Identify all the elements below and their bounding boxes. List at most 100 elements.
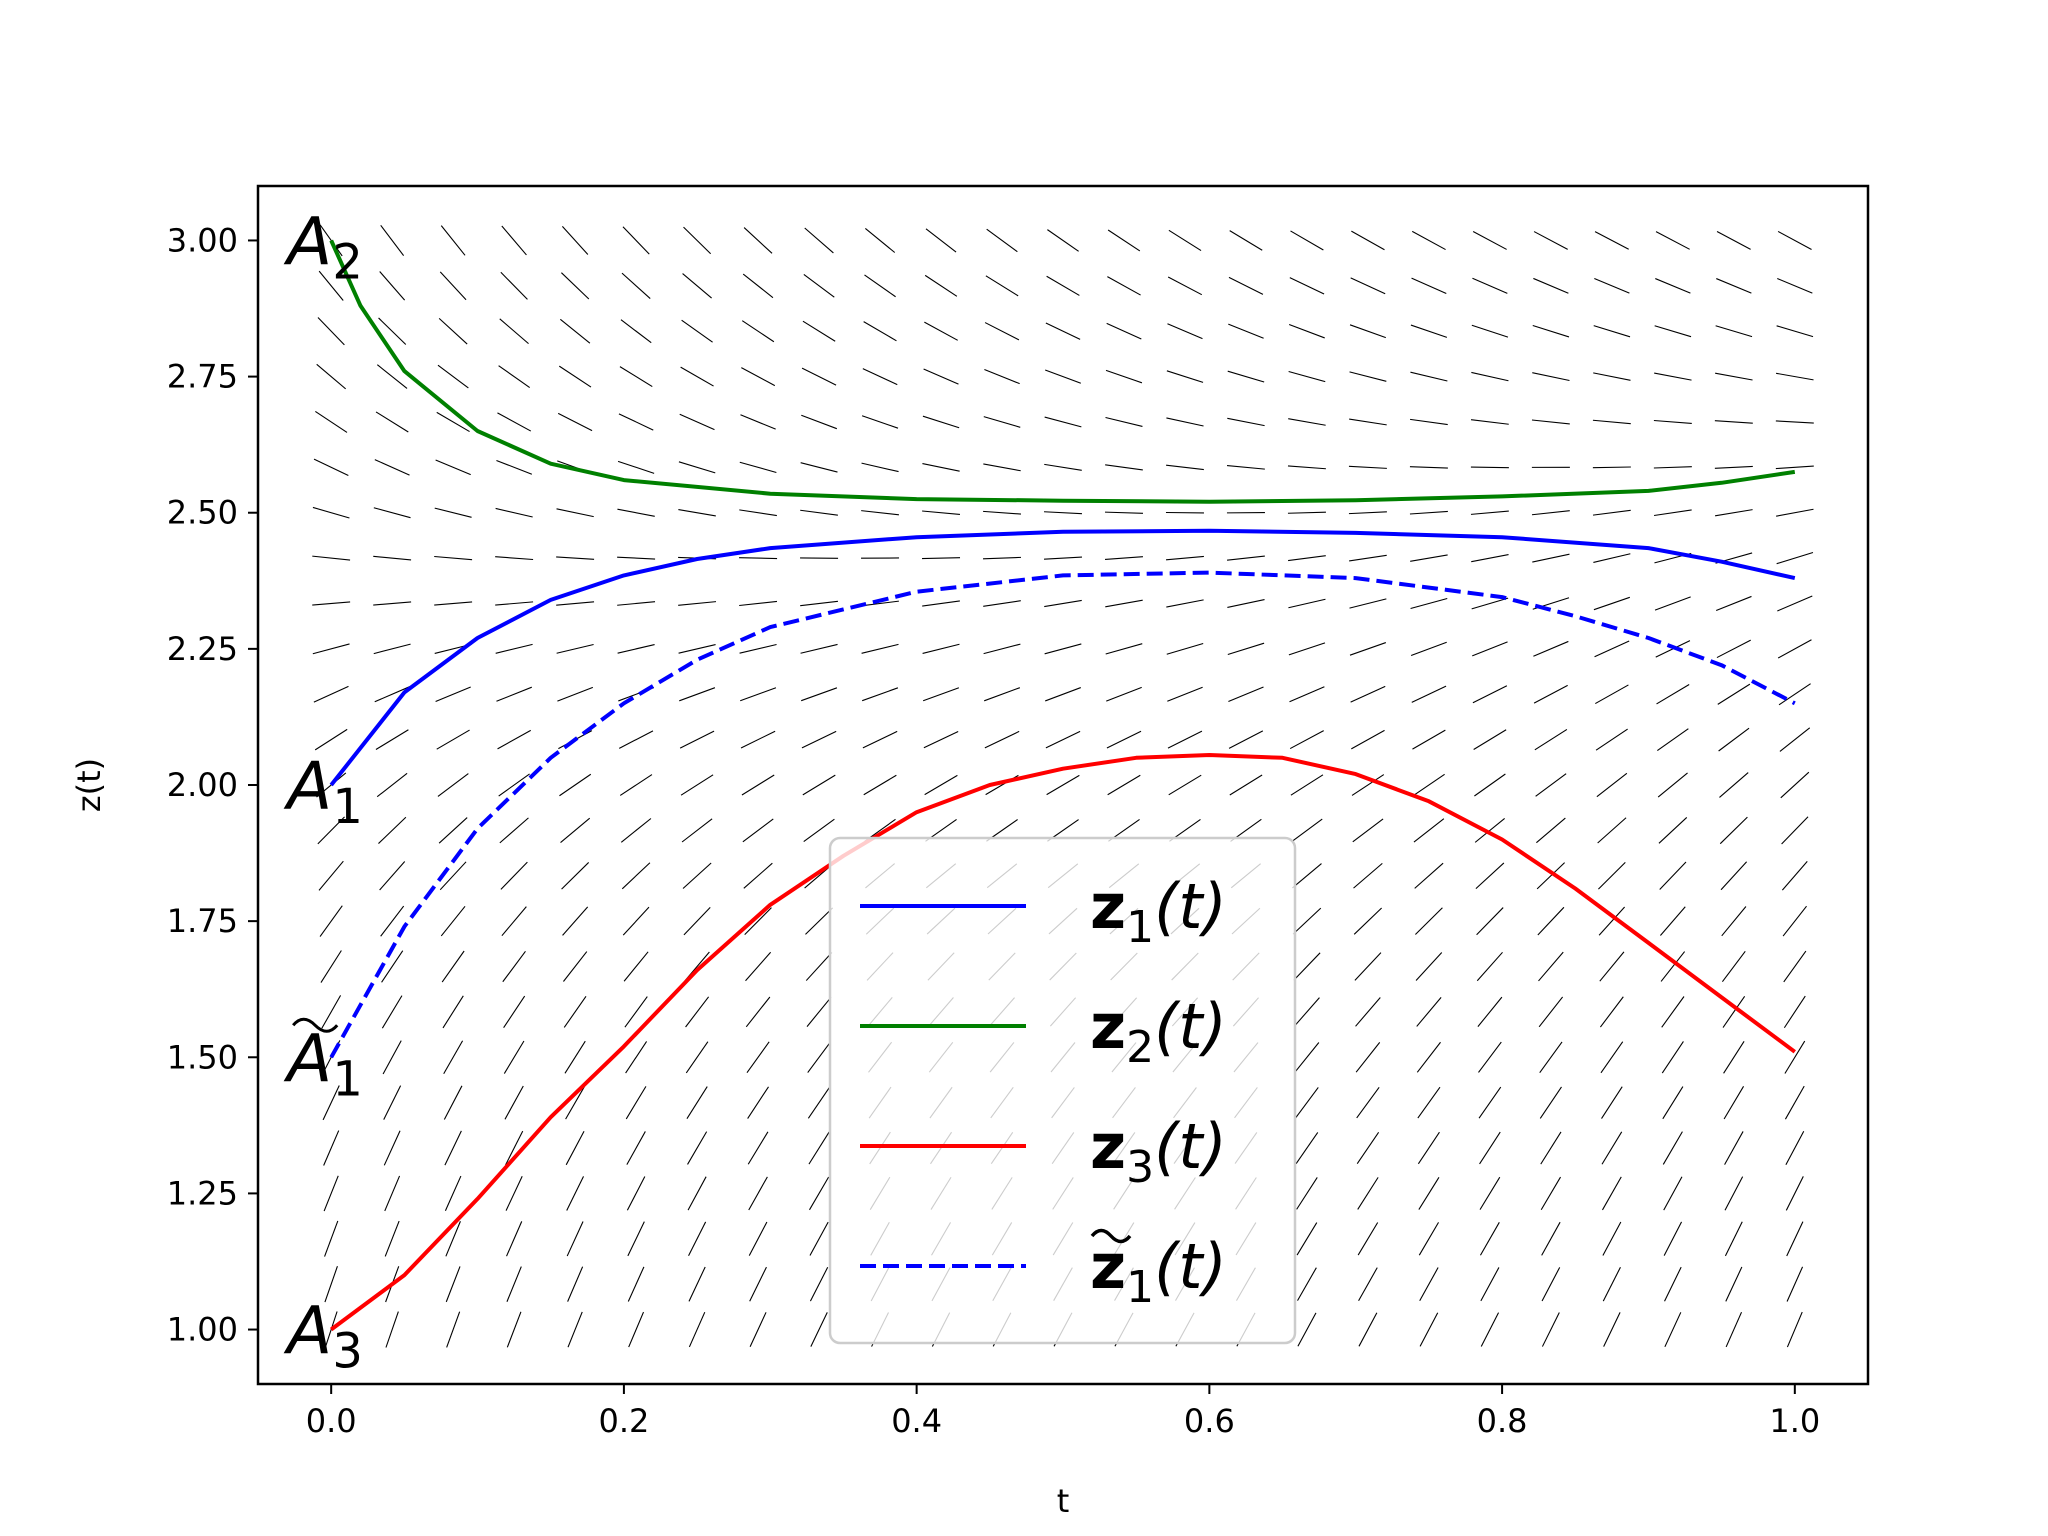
field-arrow — [861, 415, 899, 429]
field-arrow — [749, 1266, 767, 1302]
field-arrow — [1105, 643, 1143, 655]
field-arrow — [1168, 229, 1202, 252]
field-arrow — [922, 600, 960, 607]
field-arrow — [923, 368, 959, 385]
field-arrow — [984, 322, 1020, 341]
field-arrow — [1540, 1131, 1562, 1165]
field-arrow — [1531, 419, 1570, 425]
y-tick-label: 2.25 — [167, 630, 238, 668]
field-arrow — [1533, 640, 1569, 657]
field-arrow — [808, 1131, 830, 1165]
field-arrow — [1776, 551, 1814, 565]
field-arrow — [1104, 556, 1143, 561]
field-arrow — [376, 772, 408, 798]
field-arrow — [1410, 554, 1448, 562]
field-arrow — [557, 686, 594, 702]
field-arrow — [375, 729, 409, 750]
field-arrow — [1475, 862, 1505, 890]
field-arrow — [1479, 1176, 1501, 1210]
field-arrow — [1659, 861, 1687, 890]
field-arrow — [1660, 951, 1686, 982]
field-arrow — [1355, 1042, 1381, 1073]
field-arrow — [1786, 1266, 1804, 1302]
field-arrow — [444, 1175, 462, 1211]
field-arrow — [381, 950, 404, 983]
field-arrow — [863, 774, 897, 796]
field-arrow — [1474, 817, 1505, 843]
field-arrow — [1538, 996, 1564, 1028]
field-arrow — [321, 995, 342, 1029]
field-arrow — [446, 1311, 461, 1348]
legend-label-1: z1(t) — [1090, 870, 1227, 953]
field-arrow — [1657, 728, 1689, 752]
field-arrow — [383, 1085, 402, 1120]
field-arrow — [1719, 816, 1748, 845]
field-arrow — [1288, 371, 1326, 383]
field-arrow — [922, 510, 961, 516]
field-arrow — [317, 816, 345, 845]
field-arrow — [506, 1266, 522, 1302]
field-arrow — [1663, 1176, 1683, 1211]
field-arrow — [438, 817, 468, 844]
field-arrow — [1287, 511, 1326, 514]
field-arrow — [925, 228, 957, 253]
field-arrow — [800, 643, 838, 654]
field-arrow — [1532, 553, 1570, 563]
field-arrow — [1785, 1176, 1804, 1211]
field-arrow — [382, 1040, 402, 1075]
field-arrow — [556, 643, 594, 654]
field-arrow — [501, 225, 527, 256]
field-arrow — [1349, 418, 1387, 426]
field-arrow — [1718, 727, 1750, 752]
field-arrow — [500, 271, 528, 300]
field-arrow — [807, 1086, 831, 1119]
field-arrow — [1470, 466, 1509, 469]
field-arrow — [437, 364, 469, 389]
tilde-mark — [1090, 1228, 1132, 1244]
field-arrow — [1353, 907, 1383, 935]
field-arrow — [1228, 323, 1264, 339]
field-arrow — [1348, 465, 1387, 469]
field-arrow — [801, 687, 838, 702]
field-arrow — [324, 1266, 338, 1303]
field-arrow — [1539, 1041, 1563, 1073]
field-arrow — [678, 461, 716, 474]
field-arrow — [559, 318, 591, 344]
field-arrow — [1653, 509, 1692, 517]
field-arrow — [1294, 1042, 1320, 1073]
field-arrow — [624, 996, 648, 1028]
field-arrow — [679, 413, 715, 431]
field-arrow — [1661, 1041, 1684, 1074]
field-arrow — [1721, 906, 1747, 937]
field-arrow — [1714, 420, 1753, 424]
field-arrow — [984, 730, 1020, 749]
field-arrow — [1287, 465, 1326, 470]
field-arrow — [1472, 641, 1508, 657]
field-arrow — [312, 555, 351, 561]
field-arrow — [1594, 640, 1630, 658]
field-arrow — [810, 1312, 828, 1347]
field-arrow — [496, 686, 532, 702]
field-arrow — [1045, 322, 1081, 340]
field-arrow — [617, 508, 655, 517]
field-arrow — [1781, 816, 1809, 845]
field-arrow — [1725, 1266, 1743, 1302]
field-arrow — [626, 1176, 646, 1211]
field-arrow — [1783, 995, 1806, 1029]
field-arrow — [1167, 730, 1203, 749]
field-arrow — [444, 1130, 462, 1166]
field-arrow — [1536, 862, 1566, 890]
field-arrow — [1533, 231, 1568, 250]
field-arrow — [375, 411, 409, 433]
field-arrow — [1296, 1222, 1318, 1256]
field-arrow — [556, 601, 595, 606]
field-arrow — [1719, 772, 1749, 798]
field-arrow — [558, 365, 592, 388]
field-arrow — [376, 364, 408, 389]
field-arrow — [497, 412, 532, 432]
y-axis-label: z(t) — [70, 758, 108, 812]
field-arrow — [626, 1131, 646, 1165]
field-arrow — [1411, 277, 1447, 295]
field-arrow — [1534, 728, 1568, 751]
field-arrow — [373, 643, 411, 655]
